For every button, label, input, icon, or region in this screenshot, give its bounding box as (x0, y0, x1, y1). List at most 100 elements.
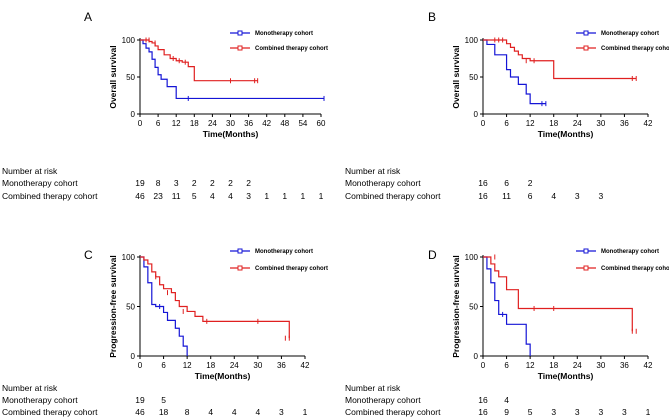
panel-c-letter: C (84, 248, 93, 262)
panel-a-x-tick-label-0: 0 (138, 119, 143, 128)
panel-a-risk-row-monotherapy-value-6: 2 (246, 178, 251, 188)
panel-a-x-tick-label-3: 18 (190, 119, 199, 128)
panel-d-x-tick-label-1: 6 (504, 361, 509, 370)
panel-c-risk-row-monotherapy-label: Monotherapy cohort (2, 395, 78, 405)
panel-d-x-tick-label-4: 24 (573, 361, 582, 370)
panel-a-y-axis-title: Overall survival (108, 45, 118, 108)
panel-a-series-monotherapy-curve (140, 39, 325, 100)
panel-c-y-tick-label-0: 0 (131, 352, 136, 361)
panel-a-risk-row-combined-value-0: 46 (135, 191, 145, 201)
panel-d-risk-row-combined-label: Combined therapy cohort (345, 407, 441, 417)
panel-b-risk-row-monotherapy-label: Monotherapy cohort (345, 178, 421, 188)
panel-c-risk-row-monotherapy-value-1: 5 (161, 395, 166, 405)
panel-c-risk-title: Number at risk (2, 383, 58, 393)
panel-a-series-monotherapy-legend-marker (237, 30, 243, 36)
panel-c-risk-row-combined-value-4: 4 (232, 407, 237, 417)
panel-a-risk-row-combined-value-4: 4 (210, 191, 215, 201)
panel-b-risk-row-combined-value-0: 16 (478, 191, 488, 201)
panel-d-series-monotherapy-legend-marker (583, 248, 589, 254)
panel-c-y-tick-label-1: 50 (126, 303, 135, 312)
panel-a-y-tick-label-0: 0 (131, 110, 136, 119)
panel-d-series-combined-legend-label: Combined therapy cohort (601, 266, 669, 272)
panel-d-risk-title: Number at risk (345, 383, 401, 393)
panel-a-series-combined-legend-label: Combined therapy cohort (255, 46, 328, 52)
panel-a-x-tick-label-1: 6 (156, 119, 161, 128)
panel-a-y-tick-label-2: 100 (122, 36, 136, 45)
panel-b-risk-row-combined-value-3: 4 (551, 191, 556, 201)
panel-c-series-combined-legend-marker (237, 265, 243, 271)
panel-d-risk-row-combined-value-2: 5 (528, 407, 533, 417)
panel-c-risk-row-combined-value-1: 18 (159, 407, 169, 417)
panel-b-y-tick-label-1: 50 (469, 73, 478, 82)
panel-c-risk-row-combined-label: Combined therapy cohort (2, 407, 98, 417)
panel-d-series-combined-legend-marker (583, 265, 589, 271)
panel-d-x-tick-label-6: 36 (620, 361, 629, 370)
panel-b-series-monotherapy-legend-marker (583, 30, 589, 36)
panel-d-letter: D (428, 248, 437, 262)
panel-a-series-combined-legend-marker (237, 45, 243, 51)
panel-a-series-combined-curve (140, 39, 258, 82)
panel-b-x-tick-label-1: 6 (504, 119, 509, 128)
panel-c-x-tick-label-4: 24 (230, 361, 239, 370)
panel-a-risk-row-monotherapy-value-1: 8 (156, 178, 161, 188)
panel-b-x-tick-label-2: 12 (526, 119, 535, 128)
panel-b-risk-row-combined-value-5: 3 (598, 191, 603, 201)
panel-b-series-monotherapy-curve (483, 39, 546, 105)
panel-a-x-tick-label-9: 54 (298, 119, 307, 128)
panel-c-risk-row-combined-value-2: 8 (185, 407, 190, 417)
panel-b-risk-row-combined-value-4: 3 (575, 191, 580, 201)
panel-b-series-monotherapy-legend-label: Monotherapy cohort (601, 31, 659, 37)
panel-d-x-axis-title: Time(Months) (538, 371, 594, 381)
panel-c-x-tick-label-6: 36 (277, 361, 286, 370)
panel-b-risk-row-combined-label: Combined therapy cohort (345, 191, 441, 201)
panel-c-series-monotherapy-legend-marker (237, 248, 243, 254)
panel-b-risk-row-combined-value-2: 6 (528, 191, 533, 201)
panel-a-risk-row-monotherapy-value-2: 3 (174, 178, 179, 188)
panel-a-risk-row-combined-value-3: 5 (192, 191, 197, 201)
panel-d-risk-row-combined-value-7: 1 (646, 407, 651, 417)
panel-d-y-axis-title: Progression-free survival (451, 255, 461, 358)
panel-c-x-tick-label-1: 6 (161, 361, 166, 370)
panel-d-series-monotherapy-curve (483, 256, 531, 356)
panel-c-risk-row-combined-value-3: 4 (208, 407, 213, 417)
panel-c-series-combined-legend-label: Combined therapy cohort (255, 266, 328, 272)
panel-d-x-tick-label-7: 42 (644, 361, 653, 370)
panel-d-x-tick-label-2: 12 (526, 361, 535, 370)
panel-d-x-tick-label-3: 18 (549, 361, 558, 370)
panel-c-risk-row-combined-value-0: 46 (135, 407, 145, 417)
panel-b-risk-title: Number at risk (345, 166, 401, 176)
panel-b-risk-row-monotherapy-value-1: 6 (504, 178, 509, 188)
panel-b-y-tick-label-0: 0 (474, 110, 479, 119)
panel-b-series-combined-curve (483, 39, 637, 80)
panel-a-risk-row-combined-value-5: 4 (228, 191, 233, 201)
panel-b-x-tick-label-0: 0 (481, 119, 486, 128)
panel-d-risk-row-combined-value-4: 3 (575, 407, 580, 417)
panel-a-letter: A (84, 10, 92, 24)
panel-d-series-combined-curve (483, 256, 633, 332)
panel-b-series-combined-legend-label: Combined therapy cohort (601, 46, 669, 52)
panel-d-y-tick-label-1: 50 (469, 303, 478, 312)
panel-c-x-tick-label-3: 18 (206, 361, 215, 370)
panel-a-risk-row-combined-label: Combined therapy cohort (2, 191, 98, 201)
panel-a-risk-row-combined-value-8: 1 (282, 191, 287, 201)
panel-c-risk-row-combined-value-6: 3 (279, 407, 284, 417)
panel-d-x-tick-label-0: 0 (481, 361, 486, 370)
panel-d-risk-row-monotherapy-label: Monotherapy cohort (345, 395, 421, 405)
panel-a-risk-title: Number at risk (2, 166, 58, 176)
panel-d-risk-row-combined-value-3: 3 (551, 407, 556, 417)
panel-a-risk-row-monotherapy-label: Monotherapy cohort (2, 178, 78, 188)
panel-c-x-tick-label-0: 0 (138, 361, 143, 370)
panel-a-x-axis-title: Time(Months) (203, 129, 259, 139)
panel-a-x-tick-label-5: 30 (226, 119, 235, 128)
panel-a-risk-row-monotherapy-value-4: 2 (210, 178, 215, 188)
panel-c-risk-row-combined-value-7: 1 (303, 407, 308, 417)
panel-a-risk-row-monotherapy-value-0: 19 (135, 178, 145, 188)
panel-d-y-tick-label-2: 100 (465, 253, 479, 262)
panel-b-risk-row-monotherapy-value-0: 16 (478, 178, 488, 188)
panel-b-series-combined-legend-marker (583, 45, 589, 51)
panel-d-risk-row-combined-value-0: 16 (478, 407, 488, 417)
panel-a-x-tick-label-2: 12 (172, 119, 181, 128)
panel-a-risk-row-combined-value-9: 1 (301, 191, 306, 201)
panel-b-risk-row-monotherapy-value-2: 2 (528, 178, 533, 188)
